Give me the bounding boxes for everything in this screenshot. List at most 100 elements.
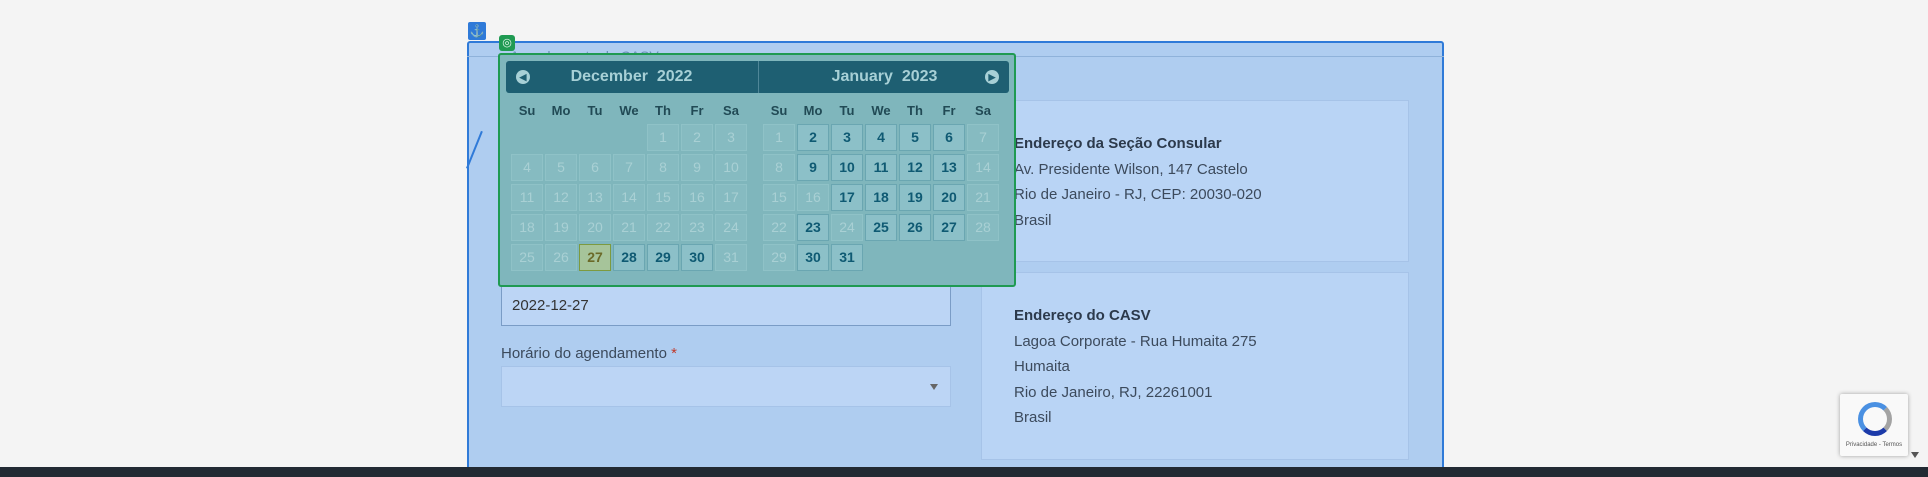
calendar-day: 15	[763, 184, 795, 211]
calendar-day: 19	[545, 214, 577, 241]
calendar-day: 17	[715, 184, 747, 211]
casv-address-title: Endereço do CASV	[1014, 307, 1151, 324]
prev-month-icon[interactable]: ◀	[516, 70, 530, 84]
calendar-empty-cell	[899, 244, 931, 271]
scroll-down-arrow-icon[interactable]	[1911, 452, 1919, 458]
calendar-day: 1	[763, 124, 795, 151]
weekday-label: Su	[770, 103, 788, 118]
calendar-empty-cell	[865, 244, 897, 271]
calendar-day[interactable]: 31	[831, 244, 863, 271]
chevron-down-icon	[930, 384, 938, 390]
datepicker-month-title-left: December 2022	[506, 61, 757, 93]
month-year: 2022	[656, 68, 693, 85]
recaptcha-logo-icon	[1858, 402, 1892, 436]
consular-address-line: Rio de Janeiro - RJ, CEP: 20030-020	[1014, 186, 1262, 203]
calendar-day: 1	[647, 124, 679, 151]
calendar-day[interactable]: 3	[831, 124, 863, 151]
casv-address-line: Humaita	[1014, 358, 1070, 375]
calendar-day[interactable]: 30	[797, 244, 829, 271]
weekday-label: Th	[907, 103, 923, 118]
calendar-empty-cell	[933, 244, 965, 271]
appointment-date-input[interactable]: 2022-12-27	[501, 285, 951, 326]
appointment-time-label: Horário do agendamento *	[501, 345, 677, 362]
calendar-day: 14	[967, 154, 999, 181]
next-month-icon[interactable]: ▶	[985, 70, 999, 84]
calendar-day[interactable]: 17	[831, 184, 863, 211]
calendar-day: 2	[681, 124, 713, 151]
calendar-day: 28	[967, 214, 999, 241]
calendar-day[interactable]: 27	[933, 214, 965, 241]
weekday-label: Mo	[803, 103, 823, 118]
calendar-day: 7	[967, 124, 999, 151]
datepicker-header: December 2022 January 2023 ◀ ▶	[506, 61, 1009, 93]
weekday-label: Sa	[723, 103, 739, 118]
consular-address-line: Av. Presidente Wilson, 147 Castelo	[1014, 161, 1248, 178]
calendar-day[interactable]: 9	[797, 154, 829, 181]
required-mark: *	[671, 345, 677, 362]
bottom-bar	[0, 467, 1928, 477]
calendar-empty-cell	[967, 244, 999, 271]
calendar-day[interactable]: 13	[933, 154, 965, 181]
calendar-week-row: 4 5 6 7 8 9 10	[510, 153, 755, 183]
calendar-day: 31	[715, 244, 747, 271]
calendar-day: 8	[763, 154, 795, 181]
calendar-week-row: 25 26 27 28 29 30 31	[510, 243, 755, 273]
recaptcha-links[interactable]: Privacidade - Termos	[1845, 442, 1903, 448]
appointment-time-select[interactable]	[501, 366, 951, 407]
calendar-day[interactable]: 19	[899, 184, 931, 211]
calendar-day[interactable]: 20	[933, 184, 965, 211]
calendar-day[interactable]: 12	[899, 154, 931, 181]
calendar-day[interactable]: 29	[647, 244, 679, 271]
calendar-week-row: 22 23 24 25 26 27 28	[762, 213, 1007, 243]
calendar-day: 11	[511, 184, 543, 211]
calendar-week-row: 11 12 13 14 15 16 17	[510, 183, 755, 213]
calendar-day: 22	[763, 214, 795, 241]
calendar-day[interactable]: 10	[831, 154, 863, 181]
calendar-day: 7	[613, 154, 645, 181]
consular-address-card: Endereço da Seção Consular Av. President…	[981, 100, 1409, 262]
calendar-day: 25	[511, 244, 543, 271]
calendar-day: 23	[681, 214, 713, 241]
calendar-day[interactable]: 28	[613, 244, 645, 271]
calendar-day: 8	[647, 154, 679, 181]
casv-address-line: Brasil	[1014, 409, 1052, 426]
calendar-day: 13	[579, 184, 611, 211]
calendar-day[interactable]: 11	[865, 154, 897, 181]
weekday-header-row: Su Mo Tu We Th Fr Sa	[510, 99, 755, 123]
calendar-day: 3	[715, 124, 747, 151]
calendar-week-row: 18 19 20 21 22 23 24	[510, 213, 755, 243]
month-name: January	[831, 68, 893, 85]
calendar-day: 24	[831, 214, 863, 241]
anchor-icon[interactable]: ⚓	[468, 22, 486, 40]
datepicker-month-title-right: January 2023	[758, 61, 1010, 93]
page-scrollbar[interactable]	[1907, 0, 1928, 467]
weekday-header-row: Su Mo Tu We Th Fr Sa	[762, 99, 1007, 123]
calendar-day: 16	[797, 184, 829, 211]
calendar-day-selected[interactable]: 27	[579, 244, 611, 271]
calendar-day: 14	[613, 184, 645, 211]
casv-address-line: Rio de Janeiro, RJ, 22261001	[1014, 384, 1213, 401]
weekday-label: Fr	[690, 103, 704, 118]
weekday-label: Th	[655, 103, 671, 118]
calendar-empty-cell	[613, 124, 645, 151]
calendar-day[interactable]: 26	[899, 214, 931, 241]
calendar-day: 21	[967, 184, 999, 211]
calendar-day[interactable]: 18	[865, 184, 897, 211]
calendar-day: 29	[763, 244, 795, 271]
calendar-day[interactable]: 5	[899, 124, 931, 151]
consular-address-title: Endereço da Seção Consular	[1014, 135, 1222, 152]
target-icon[interactable]: ◎	[499, 35, 515, 51]
calendar-week-row: 8 9 10 11 12 13 14	[762, 153, 1007, 183]
calendar-day[interactable]: 23	[797, 214, 829, 241]
month-name: December	[570, 68, 648, 85]
calendar-day: 12	[545, 184, 577, 211]
calendar-day[interactable]: 25	[865, 214, 897, 241]
calendar-day[interactable]: 30	[681, 244, 713, 271]
calendar-day[interactable]: 2	[797, 124, 829, 151]
weekday-label: Fr	[942, 103, 956, 118]
calendar-day: 5	[545, 154, 577, 181]
calendar-empty-cell	[511, 124, 543, 151]
calendar-day[interactable]: 4	[865, 124, 897, 151]
recaptcha-badge[interactable]: Privacidade - Termos	[1840, 394, 1908, 456]
calendar-day[interactable]: 6	[933, 124, 965, 151]
